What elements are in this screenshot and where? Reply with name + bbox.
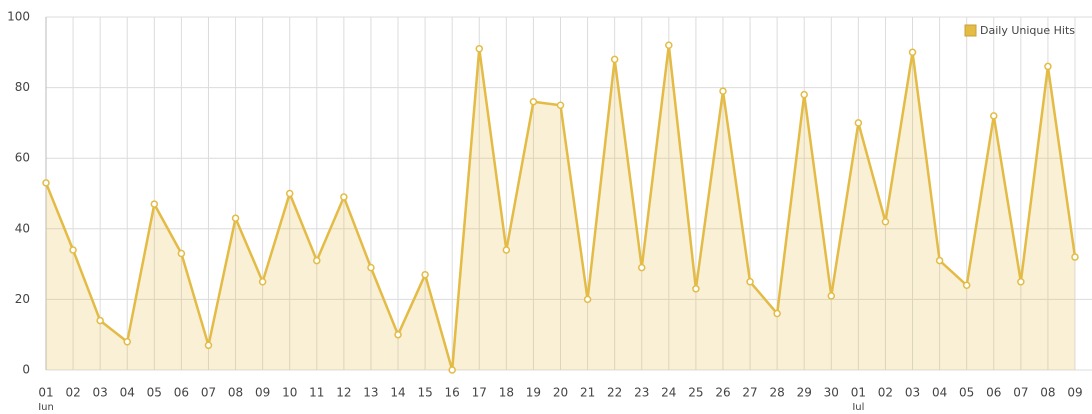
x-tick-label: 23 — [634, 386, 649, 400]
x-tick-label: 08 — [1040, 386, 1055, 400]
point — [421, 270, 429, 279]
point — [1071, 253, 1079, 261]
point — [990, 112, 998, 120]
x-tick-label: 03 — [905, 386, 920, 400]
x-tick-label: 06 — [986, 386, 1001, 400]
y-tick-label: 40 — [15, 221, 30, 235]
x-tick-label: 30 — [824, 386, 839, 400]
x-tick-label: 20 — [553, 386, 568, 400]
x-tick-label: 15 — [417, 386, 432, 400]
point — [583, 295, 592, 304]
x-tick-label: 24 — [661, 386, 676, 400]
x-tick-label: 16 — [445, 386, 460, 400]
point — [42, 179, 50, 187]
x-tick-label: 09 — [1067, 386, 1082, 400]
point — [746, 278, 754, 286]
point — [177, 249, 186, 258]
point — [96, 316, 104, 325]
point — [881, 217, 890, 226]
x-tick-label: 05 — [959, 386, 974, 400]
y-tick-label: 0 — [22, 363, 30, 377]
point — [313, 256, 321, 265]
point — [1017, 278, 1025, 286]
point — [367, 263, 375, 272]
x-tick-label: 26 — [715, 386, 730, 400]
x-tick-label: 03 — [93, 386, 108, 400]
x-tick-label: 13 — [363, 386, 378, 400]
x-tick-label: 12 — [336, 386, 351, 400]
x-tick-label: 04 — [120, 386, 135, 400]
point — [773, 309, 781, 318]
x-tick-label: 27 — [742, 386, 757, 400]
x-tick-label: 29 — [797, 386, 812, 400]
x-tick-label: 22 — [607, 386, 622, 400]
area-fill — [46, 45, 1075, 371]
point — [150, 200, 159, 208]
point — [475, 45, 484, 53]
legend-swatch — [964, 24, 977, 37]
point — [448, 366, 456, 374]
point — [827, 292, 836, 300]
y-tick-label: 60 — [15, 151, 30, 165]
point — [529, 97, 538, 106]
month-label: Jun — [37, 402, 54, 410]
x-tick-label: 07 — [201, 386, 216, 400]
x-tick-label: 01 — [38, 386, 53, 400]
x-tick-label: 02 — [65, 386, 80, 400]
y-tick-label: 80 — [15, 80, 30, 94]
point — [258, 278, 267, 286]
point — [204, 341, 213, 350]
x-tick-label: 28 — [769, 386, 784, 400]
x-tick-label: 09 — [255, 386, 270, 400]
point — [719, 87, 727, 95]
point — [231, 214, 240, 222]
x-tick-label: 21 — [580, 386, 595, 400]
y-tick-label: 100 — [7, 10, 30, 24]
x-tick-label: 25 — [688, 386, 703, 400]
x-tick-label: 01 — [851, 386, 866, 400]
point — [935, 256, 944, 265]
point — [556, 101, 565, 109]
x-tick-label: 18 — [499, 386, 514, 400]
x-tick-label: 05 — [147, 386, 162, 400]
point — [502, 246, 511, 254]
x-tick-label: 10 — [282, 386, 297, 400]
point — [854, 119, 863, 127]
x-tick-label: 08 — [228, 386, 243, 400]
legend-label: Daily Unique Hits — [980, 24, 1075, 37]
month-label: Jul — [851, 402, 864, 410]
point — [285, 189, 294, 198]
x-tick-label: 17 — [472, 386, 487, 400]
point — [610, 55, 619, 64]
point — [69, 246, 77, 254]
x-tick-label: 11 — [309, 386, 324, 400]
point — [123, 338, 131, 346]
point — [1044, 62, 1052, 71]
x-tick-label: 04 — [932, 386, 947, 400]
point — [908, 48, 917, 57]
x-tick-label: 02 — [878, 386, 893, 400]
point — [394, 330, 402, 339]
point — [340, 193, 348, 201]
point — [637, 263, 646, 272]
point — [800, 90, 808, 99]
x-tick-label: 19 — [526, 386, 541, 400]
x-tick-label: 14 — [390, 386, 405, 400]
point — [692, 285, 700, 293]
point — [665, 41, 673, 49]
y-tick-label: 20 — [15, 292, 30, 306]
x-tick-label: 07 — [1013, 386, 1028, 400]
point — [962, 281, 971, 290]
x-tick-label: 06 — [174, 386, 189, 400]
